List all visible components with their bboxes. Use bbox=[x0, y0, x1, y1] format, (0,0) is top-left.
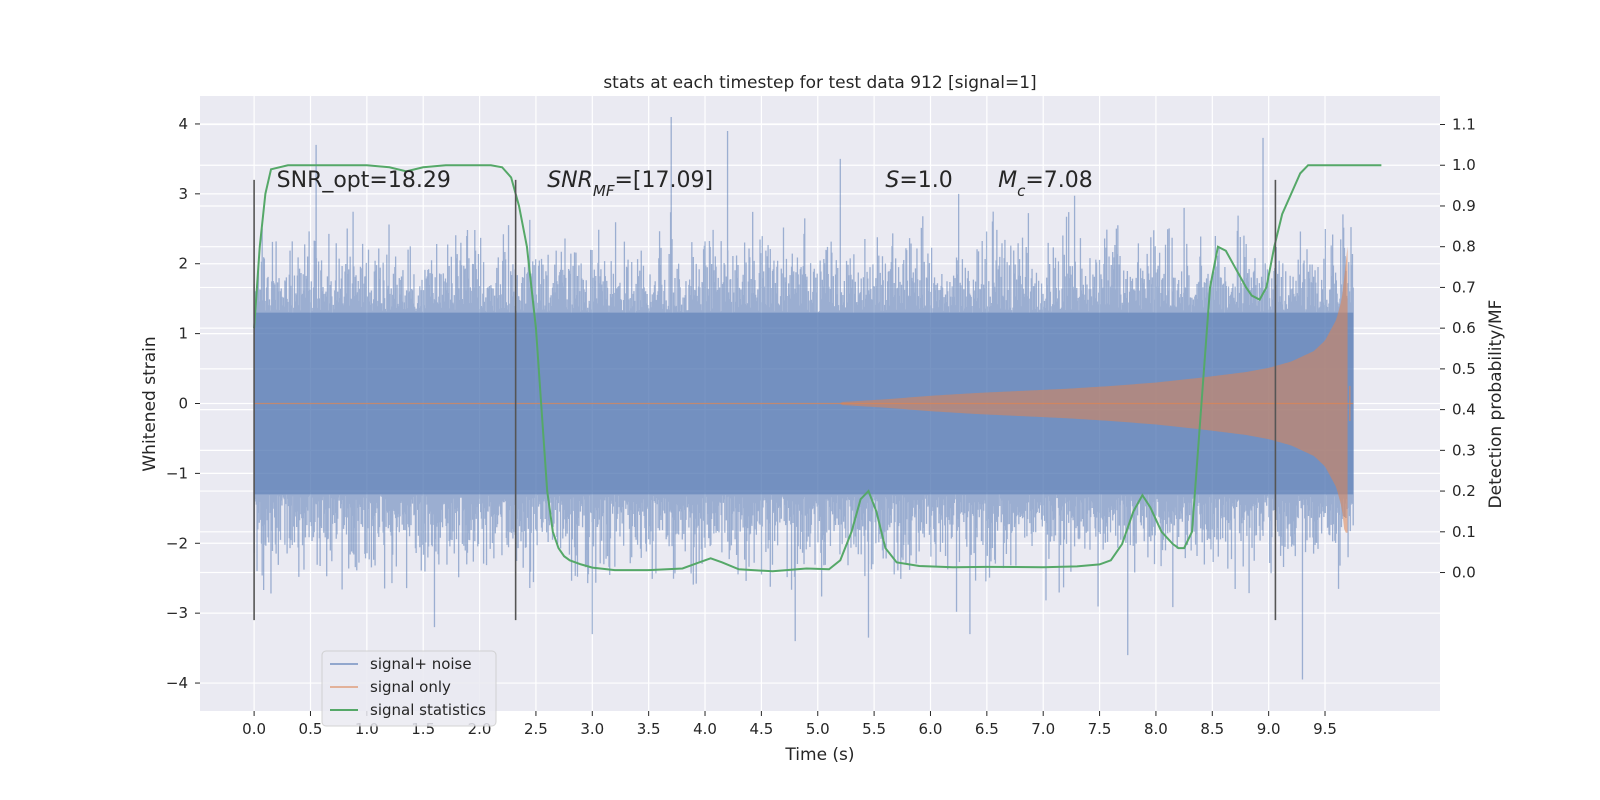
x-tick-label: 2.5 bbox=[524, 720, 548, 738]
y-right-tick-label: 0.5 bbox=[1452, 360, 1476, 378]
y-axis-label-right: Detection probability/MF bbox=[1486, 300, 1506, 509]
y-tick-label: −3 bbox=[166, 604, 188, 622]
legend-label: signal only bbox=[370, 678, 451, 696]
legend-label: signal statistics bbox=[370, 701, 486, 719]
y-right-tick-label: 1.0 bbox=[1452, 156, 1476, 174]
y-tick-label: −4 bbox=[166, 674, 188, 692]
annotations: SNR_opt=18.29 SNRMF=[17.09] S=1.0 Mc=7.08 bbox=[277, 168, 1093, 200]
x-tick-label: 6.0 bbox=[919, 720, 943, 738]
y-tick-label: 3 bbox=[178, 185, 188, 203]
x-tick-label: 8.0 bbox=[1144, 720, 1168, 738]
annotation-text: S=1.0 bbox=[885, 168, 952, 193]
statistics-curve bbox=[253, 164, 1382, 573]
chart-title: stats at each timestep for test data 912… bbox=[603, 73, 1036, 93]
y-tick-label: 4 bbox=[178, 115, 188, 133]
x-tick-label: 8.5 bbox=[1200, 720, 1224, 738]
y-tick-label: −2 bbox=[166, 534, 188, 552]
signal-statistics-series bbox=[253, 164, 1382, 573]
annotation-part: M bbox=[998, 168, 1017, 193]
x-tick-label: 3.0 bbox=[580, 720, 604, 738]
y-right-tick-label: 0.9 bbox=[1452, 197, 1476, 215]
y-right-tick-label: 0.8 bbox=[1452, 238, 1476, 256]
legend-box bbox=[321, 650, 497, 727]
annotation-part: =1.0 bbox=[899, 168, 952, 193]
annotation-text: Mc=7.08 bbox=[998, 168, 1093, 200]
annotation-part: SNR bbox=[547, 168, 593, 193]
x-tick-label: 9.5 bbox=[1313, 720, 1337, 738]
vertical-markers bbox=[253, 179, 1277, 621]
annotation-part: MF bbox=[593, 182, 615, 200]
y-right-tick-label: 0.1 bbox=[1452, 523, 1476, 541]
x-tick-label: 0.5 bbox=[299, 720, 323, 738]
x-tick-label: 3.5 bbox=[637, 720, 661, 738]
annotation-part: =7.08 bbox=[1025, 168, 1092, 193]
signal-chirp-envelope bbox=[840, 246, 1348, 533]
y-tick-label: 0 bbox=[178, 395, 188, 413]
y-right-tick-label: 0.0 bbox=[1452, 564, 1476, 582]
x-tick-label: 4.0 bbox=[693, 720, 717, 738]
y-right-tick-label: 0.4 bbox=[1452, 401, 1476, 419]
legend: signal+ noise signal only signal statistic… bbox=[321, 650, 497, 727]
y-right-tick-label: 0.2 bbox=[1452, 482, 1476, 500]
y-right-tick-label: 1.1 bbox=[1452, 116, 1476, 134]
annotation-part: =[17.09] bbox=[614, 168, 713, 193]
legend-label: signal+ noise bbox=[370, 655, 472, 673]
x-axis-label: Time (s) bbox=[784, 745, 854, 765]
y-right-tick-label: 0.6 bbox=[1452, 319, 1476, 337]
annotation-part: S bbox=[885, 168, 899, 193]
y-right-tick-label: 0.3 bbox=[1452, 441, 1476, 459]
y-tick-label: −1 bbox=[166, 464, 188, 482]
y-right-tick-label: 0.7 bbox=[1452, 278, 1476, 296]
y-tick-label: 2 bbox=[178, 255, 188, 273]
x-tick-label: 4.5 bbox=[749, 720, 773, 738]
x-tick-label: 6.5 bbox=[975, 720, 999, 738]
y-axis-label-left: Whitened strain bbox=[140, 336, 160, 471]
x-tick-label: 0.0 bbox=[242, 720, 266, 738]
y-tick-label: 1 bbox=[178, 325, 188, 343]
x-tick-label: 9.0 bbox=[1257, 720, 1281, 738]
x-tick-label: 7.0 bbox=[1031, 720, 1055, 738]
annotation-part: c bbox=[1017, 182, 1026, 200]
annotation-text: SNR_opt=18.29 bbox=[277, 168, 451, 193]
x-tick-label: 5.5 bbox=[862, 720, 886, 738]
x-tick-label: 7.5 bbox=[1088, 720, 1112, 738]
annotation-text: SNRMF=[17.09] bbox=[547, 168, 713, 200]
signal-only-series bbox=[254, 246, 1354, 533]
x-tick-label: 5.0 bbox=[806, 720, 830, 738]
